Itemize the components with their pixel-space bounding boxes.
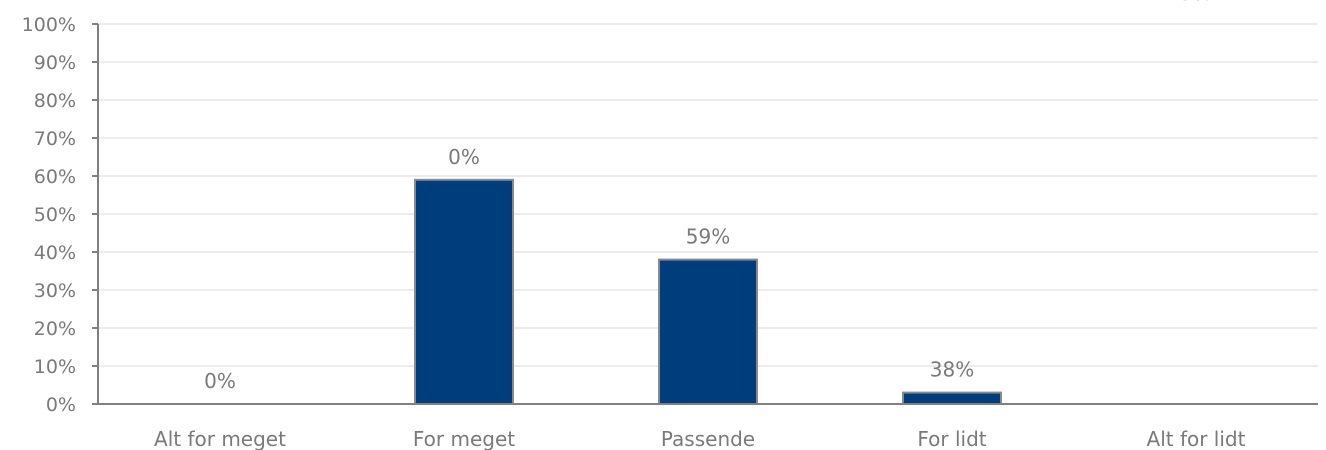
data-label: 59% [686,225,730,249]
gridlines [98,23,1318,367]
y-tick-label: 90% [34,52,76,74]
y-tick-label: 60% [34,166,76,188]
y-axis-ticks: 0% 10% 20% 30% 40% 50% 60% 70% 80% 90% 100% [22,14,98,416]
x-category-label: For lidt [917,427,986,450]
y-tick-label: 80% [34,90,76,112]
bar [902,391,1002,406]
y-tick-label: 0% [46,394,76,416]
y-tick-label: 10% [34,356,76,378]
y-tick-label: 70% [34,128,76,150]
data-label: 38% [930,358,974,382]
y-tick-label: 20% [34,318,76,340]
x-category-label: For meget [413,427,515,450]
x-category-label: Passende [661,427,755,450]
bar [414,178,514,405]
y-tick-label: 50% [34,204,76,226]
bar [658,258,758,405]
y-tick-label: 100% [22,14,76,36]
data-label: 0% [204,369,236,393]
x-category-label: Alt for meget [154,427,286,450]
data-label: 0% [448,145,480,169]
x-category-label: Alt for lidt [1147,427,1246,450]
y-tick-label: 40% [34,242,76,264]
data-label: 3% [1180,0,1212,5]
x-axis-categories: Alt for meget For meget Passende For lidt Al… [154,427,1246,450]
data-labels: 0% 0% 59% 38% 3% [204,0,1212,393]
bars [414,178,1002,406]
y-tick-label: 30% [34,280,76,302]
